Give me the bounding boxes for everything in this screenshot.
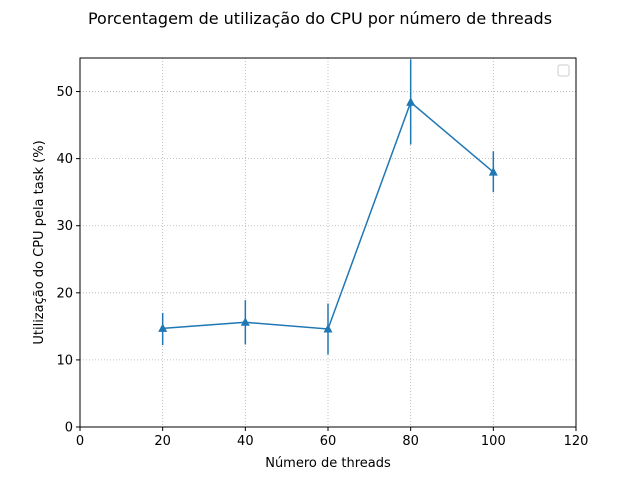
y-tick-label: 20 [56, 286, 73, 301]
y-tick-label: 30 [56, 219, 73, 234]
legend-box [557, 64, 570, 77]
data-point-marker [406, 97, 416, 106]
x-tick-label: 0 [76, 434, 84, 449]
x-ticks: 0 20 40 60 80 100 120 [76, 427, 589, 449]
data-point-marker [240, 317, 250, 326]
data-point-marker [488, 167, 498, 176]
x-tick-label: 40 [237, 434, 254, 449]
grid [79, 58, 577, 428]
x-tick-label: 20 [154, 434, 171, 449]
chart-title: Porcentagem de utilização do CPU por núm… [88, 9, 552, 28]
y-tick-label: 10 [56, 353, 73, 368]
x-axis-label: Número de threads [265, 456, 391, 471]
y-tick-label: 0 [65, 421, 73, 436]
y-ticks: 0 10 20 30 40 50 [56, 85, 80, 436]
x-tick-label: 60 [320, 434, 337, 449]
x-tick-label: 100 [481, 434, 506, 449]
y-axis-label: Utilização do CPU pela task (%) [32, 140, 47, 344]
y-tick-label: 50 [56, 85, 73, 100]
plot-frame [79, 57, 577, 428]
y-tick-label: 40 [56, 152, 73, 167]
x-tick-label: 120 [564, 434, 589, 449]
data-point-marker [158, 323, 168, 332]
data-point-marker [323, 324, 333, 333]
series-layer [158, 59, 498, 355]
x-tick-label: 80 [402, 434, 419, 449]
